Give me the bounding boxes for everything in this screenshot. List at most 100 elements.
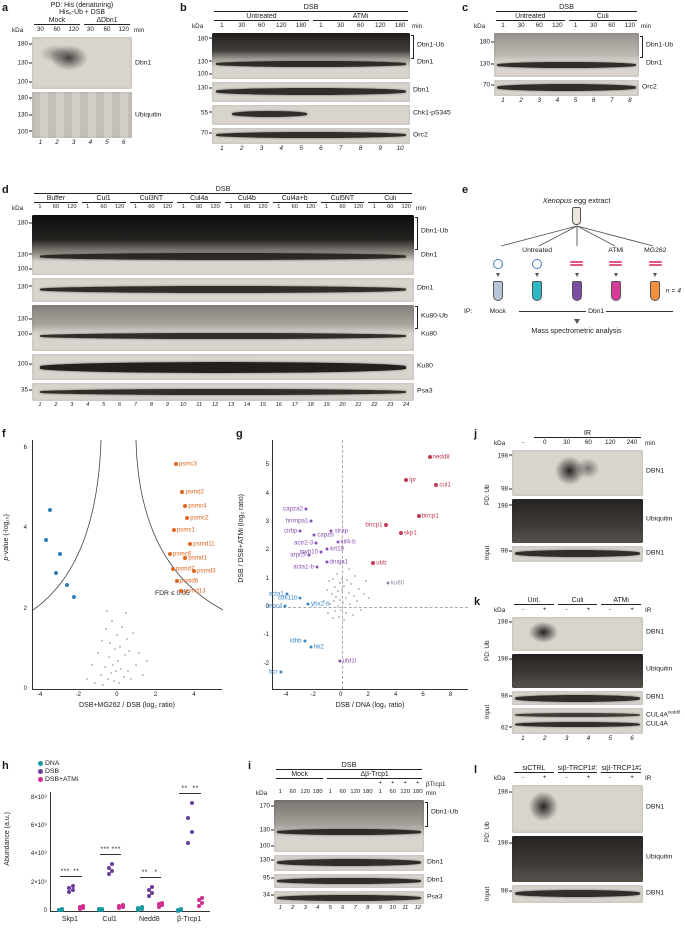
lane-number: 4	[586, 735, 591, 742]
data-point	[105, 627, 108, 630]
panel-f-label: f	[2, 428, 6, 440]
zero-line-vertical	[341, 440, 343, 689]
lane-number: 7	[610, 97, 614, 104]
data-point-label: arpc5	[290, 551, 306, 559]
data-point	[383, 522, 388, 527]
abundance-point	[189, 801, 194, 806]
blot-label-dbn1-ub: Dbn1-Ub	[417, 41, 445, 49]
data-point	[315, 565, 319, 569]
treatment-atmi: ATMi	[608, 247, 624, 254]
blot-ku80-ub	[32, 305, 414, 351]
kda-marker: 130	[197, 85, 212, 92]
legend-label-dna: DNA	[45, 760, 60, 767]
sample-tube-icon	[532, 281, 543, 301]
panel-a-label: a	[2, 2, 9, 14]
dsb-linear-icon	[649, 261, 662, 267]
blot-label-dbn1: DBN1	[646, 803, 665, 811]
kda-marker: 198	[497, 789, 512, 796]
btrcp1-plus-minus: +	[416, 780, 420, 786]
data-point	[117, 681, 120, 684]
data-point-label: bcr	[268, 668, 278, 676]
pd-ub-side-label: PD: Ub	[484, 821, 491, 843]
data-point	[359, 608, 362, 611]
ir-plus-minus: +	[586, 606, 591, 613]
y-tick-label: 6	[23, 445, 27, 452]
lane-number: 11	[402, 905, 409, 911]
ip-row: IP: Mock Dbn1	[464, 308, 675, 315]
data-point-label: ku80	[390, 579, 405, 587]
time-label: 60	[196, 204, 203, 210]
kda-marker: 98	[501, 548, 512, 555]
blot-label-chk1-ps345: Chk1-pS345	[413, 109, 451, 117]
kda-marker: 34	[263, 892, 274, 899]
ir-plus-minus: -	[521, 774, 524, 781]
lane-number: 15	[259, 402, 266, 408]
blot-dbn1-ub	[494, 33, 639, 77]
sample-tube-icon	[650, 281, 661, 301]
kda-marker: 70	[483, 82, 494, 89]
abundance-point	[196, 904, 201, 909]
blot-label-dbn1-ub: Dbn1-Ub	[646, 41, 674, 49]
y-tick-label: 0	[265, 603, 269, 610]
dbn1-ub-bracket	[640, 35, 643, 58]
group-label-cul4a: Cul4a	[177, 195, 221, 203]
blot-orc2	[212, 128, 410, 144]
ir-plus-minus: +	[586, 774, 591, 781]
group-label-culi: Culi	[568, 13, 637, 21]
data-point	[357, 587, 360, 590]
lane-number: 5	[299, 145, 303, 152]
kda-label: kDa	[12, 27, 24, 34]
abundance-point	[117, 906, 122, 911]
x-tick-label: -4	[37, 692, 43, 698]
data-point	[64, 582, 69, 587]
treatment-untreated: Untreated	[522, 247, 553, 254]
data-point	[167, 552, 172, 557]
dsb-header: DSB	[496, 2, 637, 12]
data-point-label: ldhb	[289, 637, 302, 645]
panel-h-label: h	[2, 760, 9, 772]
time-label: 240	[626, 439, 638, 446]
x-tick-label: 4	[192, 692, 196, 698]
data-point-label: myh10	[299, 548, 319, 556]
y-tick-label: 6×10⁹	[30, 823, 47, 829]
data-point	[365, 580, 368, 583]
time-label: 60	[148, 204, 155, 210]
abundance-point	[106, 865, 111, 870]
x-tick-label: 4	[393, 692, 398, 698]
data-point	[183, 504, 188, 509]
data-point	[90, 663, 93, 666]
time-label: 30	[563, 439, 571, 446]
group-label-atmi: ATMi	[601, 597, 642, 605]
data-point	[331, 617, 334, 620]
abundance-point	[120, 903, 125, 908]
data-point	[325, 588, 328, 591]
abundance-point	[80, 904, 85, 909]
g-y-axis-label: DSB / DSB+ATMi (log₂ ratio)	[238, 494, 245, 583]
cul4a-text: CUL4A	[646, 711, 668, 719]
significance-label: **	[192, 785, 199, 793]
lane-number: 1	[38, 402, 42, 408]
time-label: 1	[328, 789, 332, 795]
data-point	[362, 593, 365, 596]
dsb-header: DSB	[34, 184, 412, 194]
x-tick-label: 0	[115, 692, 119, 698]
lane-number: 19	[323, 402, 330, 408]
blot-dbn1-ub	[32, 215, 414, 275]
data-point	[309, 519, 313, 523]
data-point	[108, 655, 111, 658]
dsb-linear-icon	[570, 261, 583, 267]
data-point	[341, 577, 344, 580]
kda-marker: 62	[501, 724, 512, 731]
kda-marker: 180	[17, 41, 32, 48]
blot-label-cul4a: CUL4A	[646, 720, 668, 728]
abundance-point	[196, 898, 201, 903]
group-label-mock: Mock	[34, 17, 80, 25]
data-point	[124, 611, 127, 614]
down-arrow-icon	[653, 273, 658, 277]
data-point-label: ubb	[376, 559, 387, 567]
time-label: 180	[312, 789, 323, 795]
blot-label-dbn1: Dbn1	[417, 58, 434, 66]
ir-plus-minus: -	[565, 606, 568, 613]
lane-number: 8	[149, 402, 153, 408]
group-label-culi: Culi	[368, 195, 412, 203]
